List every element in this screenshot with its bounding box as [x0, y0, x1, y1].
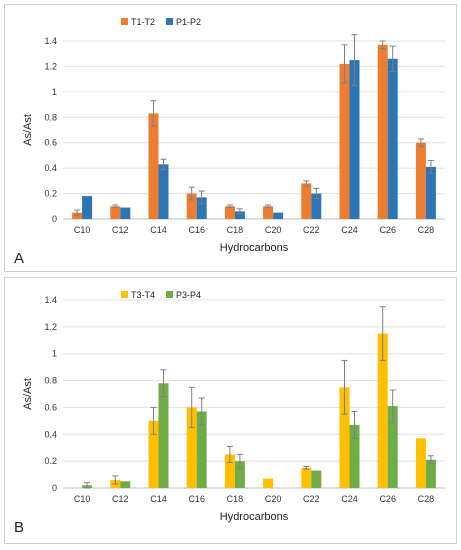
panel-label: A [14, 250, 24, 267]
bar-T1-T2-C24 [339, 63, 350, 220]
legend-swatch-P3-P4 [166, 291, 173, 298]
bar-P3-P4-C26 [387, 406, 398, 488]
bar-T1-T2-C12 [110, 206, 121, 219]
chart-panel-a: 0 0.2 0.4 0.6 0.8 1 1.2 1.4 C10 C12 C14 C16 C18 C20 C2… [4, 4, 457, 272]
bar-P1-P2-C26 [387, 58, 398, 219]
x-tick-label: C26 [379, 225, 396, 235]
y-axis-title: As/Ast [22, 378, 34, 410]
bar-chart-a: 0 0.2 0.4 0.6 0.8 1 1.2 1.4 C10 C12 C14 C16 C18 C20 C2… [14, 17, 445, 267]
bar-P3-P4-C12 [120, 481, 131, 488]
bar-P3-P4-C24 [349, 424, 360, 488]
legend: T3-T4 P3-P4 [121, 290, 201, 300]
x-axis-title: Hydrocarbons [220, 242, 289, 254]
y-tick-label: 0 [52, 214, 57, 224]
bar-T3-T4-C20 [263, 478, 274, 488]
y-axis-title: As/Ast [22, 114, 34, 146]
legend: T1-T2 P1-P2 [121, 17, 201, 27]
bar-T1-T2-C20 [263, 206, 274, 219]
bar-P3-P4-C14 [158, 383, 169, 488]
x-tick-label: C24 [341, 494, 358, 504]
bar-T1-T2-C22 [301, 183, 312, 219]
bar-P1-P2-C16 [196, 197, 207, 219]
bar-T1-T2-C10 [72, 212, 83, 219]
y-tick-label: 0.4 [44, 429, 57, 439]
bar-P1-P2-C24 [349, 60, 360, 220]
x-tick-label: C28 [418, 494, 435, 504]
y-tick-label: 0 [52, 483, 57, 493]
bar-P1-P2-C22 [311, 193, 322, 219]
y-tick-label: 0.8 [44, 112, 57, 122]
y-tick-label: 1.2 [44, 61, 57, 71]
x-tick-label: C20 [265, 225, 282, 235]
y-tick-label: 0.2 [44, 189, 57, 199]
y-tick-label: 1.4 [44, 36, 57, 46]
bar-T3-T4-C28 [415, 438, 426, 488]
y-tick-label: 0.4 [44, 163, 57, 173]
bar-P1-P2-C20 [273, 212, 284, 219]
y-tick-label: 1.2 [44, 322, 57, 332]
x-tick-label: C16 [188, 225, 205, 235]
bar-P3-P4-C18 [234, 461, 245, 488]
x-axis-title: Hydrocarbons [220, 511, 289, 523]
x-tick-label: C14 [150, 225, 167, 235]
x-tick-label: C20 [265, 494, 282, 504]
bar-T3-T4-C22 [301, 467, 312, 488]
y-tick-label: 0.6 [44, 138, 57, 148]
y-tick-label: 0.2 [44, 456, 57, 466]
x-tick-label: C24 [341, 225, 358, 235]
y-tick-label: 1.4 [44, 295, 57, 305]
bar-P1-P2-C12 [120, 207, 131, 219]
x-tick-label: C12 [112, 494, 129, 504]
legend-swatch-T1-T2 [121, 18, 128, 25]
bar-P1-P2-C18 [234, 211, 245, 219]
bar-T3-T4-C16 [186, 407, 197, 488]
panel-label: B [14, 519, 24, 536]
bar-T1-T2-C16 [186, 193, 197, 219]
x-tick-label: C14 [150, 494, 167, 504]
chart-panel-b: 0 0.2 0.4 0.6 0.8 1 1.2 1.4 C10 C12 C14 C16 C18 C20 C2… [4, 277, 457, 544]
x-tick-label: C18 [227, 494, 244, 504]
y-tick-label: 1 [52, 87, 57, 97]
bar-P3-P4-C28 [425, 459, 436, 488]
bar-T3-T4-C26 [377, 333, 388, 488]
x-tick-label: C12 [112, 225, 129, 235]
bar-T3-T4-C18 [224, 454, 235, 488]
bar-T1-T2-C28 [415, 142, 426, 219]
x-tick-label: C22 [303, 494, 320, 504]
x-tick-label: C28 [418, 225, 435, 235]
bar-P1-P2-C14 [158, 164, 169, 219]
legend-swatch-P1-P2 [166, 18, 173, 25]
bar-T1-T2-C14 [148, 113, 159, 219]
legend-swatch-T3-T4 [121, 291, 128, 298]
bar-T1-T2-C18 [224, 206, 235, 219]
legend-label: T3-T4 [131, 290, 155, 300]
y-tick-label: 1 [52, 349, 57, 359]
bar-T1-T2-C26 [377, 44, 388, 219]
x-tick-label: C10 [74, 225, 91, 235]
x-tick-label: C10 [74, 494, 91, 504]
x-tick-label: C26 [379, 494, 396, 504]
legend-label: P3-P4 [176, 290, 201, 300]
bar-T3-T4-C14 [148, 420, 159, 488]
x-tick-label: C22 [303, 225, 320, 235]
y-tick-label: 0.8 [44, 376, 57, 386]
y-tick-label: 0.6 [44, 402, 57, 412]
bar-chart-b: 0 0.2 0.4 0.6 0.8 1 1.2 1.4 C10 C12 C14 C16 C18 C20 C2… [14, 290, 445, 536]
bar-T3-T4-C24 [339, 387, 350, 488]
legend-label: P1-P2 [176, 17, 201, 27]
bar-P1-P2-C28 [425, 166, 436, 219]
x-tick-label: C18 [227, 225, 244, 235]
x-tick-label: C16 [188, 494, 205, 504]
bar-P3-P4-C16 [196, 411, 207, 488]
legend-label: T1-T2 [131, 17, 155, 27]
bar-P1-P2-C10 [82, 196, 93, 219]
bar-P3-P4-C22 [311, 470, 322, 488]
